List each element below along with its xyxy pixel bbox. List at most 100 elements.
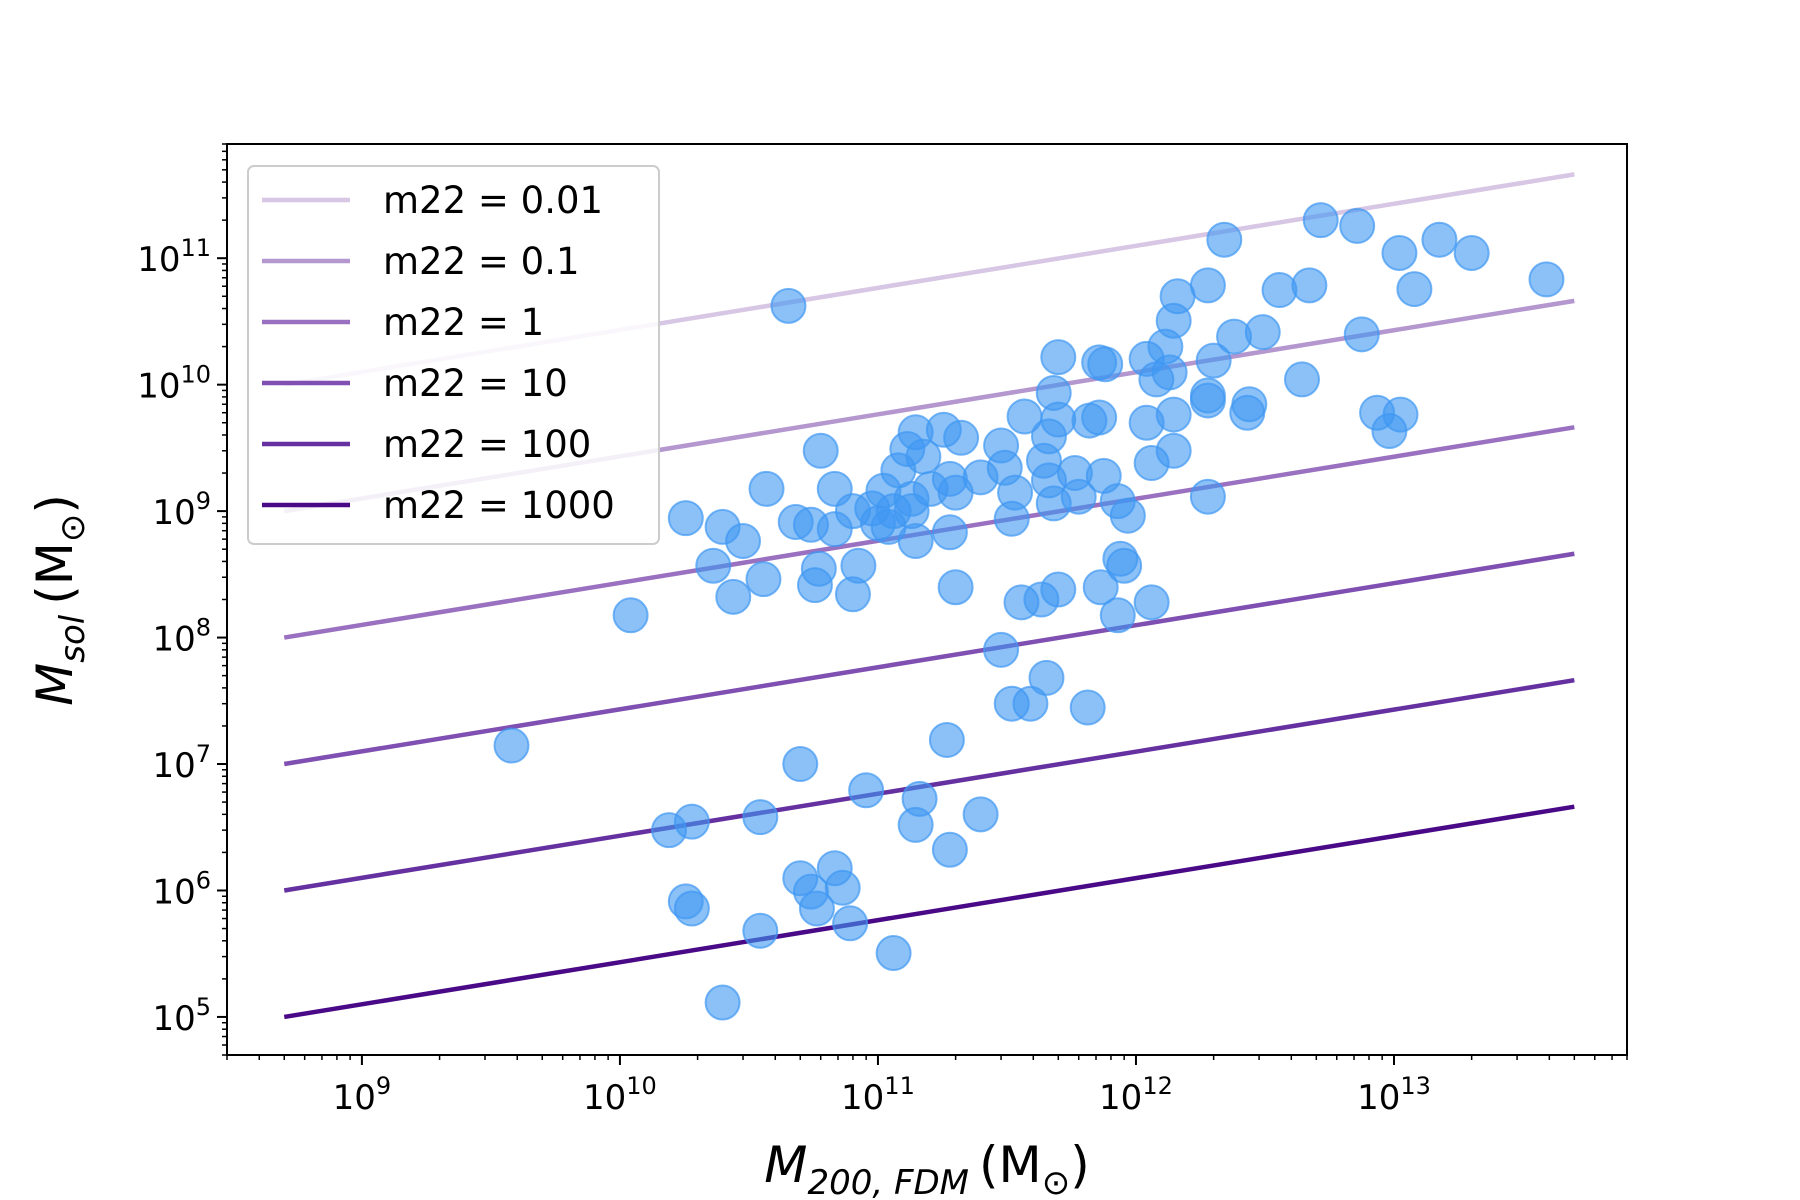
data-point <box>748 470 785 507</box>
data-point <box>1283 361 1320 398</box>
data-point <box>1006 398 1043 435</box>
legend-label: m22 = 100 <box>383 423 591 466</box>
legend-label: m22 = 10 <box>383 362 568 405</box>
data-point <box>796 567 833 604</box>
data-point <box>928 721 965 758</box>
data-point <box>1343 316 1380 353</box>
data-point <box>1229 394 1266 431</box>
x-tick-label-exp: 11 <box>884 1072 915 1100</box>
data-points <box>493 202 1565 1021</box>
plot-area <box>283 172 1575 1021</box>
legend-label: m22 = 1000 <box>383 484 615 527</box>
data-point <box>834 576 871 613</box>
y-tick-label-base: 10 <box>152 746 195 786</box>
data-point <box>1453 234 1490 271</box>
data-point <box>725 523 762 560</box>
data-point <box>612 597 649 634</box>
data-point <box>1082 569 1119 606</box>
data-point <box>1071 402 1108 439</box>
legend: m22 = 0.01 m22 = 0.1 m22 = 1 m22 = 10 m22 = … <box>247 165 660 545</box>
y-tick-label: 108 <box>152 614 211 660</box>
data-point <box>802 432 839 469</box>
y-tick-label-exp: 6 <box>196 866 211 894</box>
data-point <box>1012 685 1049 722</box>
data-point <box>715 578 752 615</box>
y-tick-label-base: 10 <box>152 620 195 660</box>
data-point <box>931 831 968 868</box>
x-tick-label-exp: 9 <box>376 1072 391 1100</box>
plot-frame <box>226 143 1628 1056</box>
data-point <box>931 514 968 551</box>
data-point <box>673 890 710 927</box>
data-point <box>742 799 779 836</box>
legend-label: m22 = 0.1 <box>383 240 580 283</box>
data-point <box>1528 261 1565 298</box>
y-tick-label: 109 <box>152 487 211 533</box>
legend-label: m22 = 0.01 <box>383 179 603 222</box>
y-tick-label: 106 <box>152 866 211 912</box>
data-point <box>1396 271 1433 308</box>
y-tick-label-base: 10 <box>152 493 195 533</box>
data-point <box>1206 221 1243 258</box>
y-tick-label-exp: 5 <box>196 993 211 1021</box>
data-point <box>1244 314 1281 351</box>
data-point <box>493 727 530 764</box>
x-axis-label-unit-symbol: ⊙ <box>1042 1163 1071 1200</box>
data-point <box>770 287 807 324</box>
y-axis-label: Msol (M⊙) <box>26 494 93 706</box>
y-tick-label: 1010 <box>137 361 211 407</box>
x-tick-label: 1011 <box>841 1072 915 1118</box>
data-point <box>897 806 934 843</box>
data-point <box>1003 584 1040 621</box>
data-point <box>1195 342 1232 379</box>
y-tick-label: 105 <box>152 993 211 1039</box>
y-axis-label-sub: sol <box>53 614 93 663</box>
data-point <box>1261 272 1298 309</box>
x-tick-label-base: 10 <box>583 1078 626 1118</box>
data-point <box>798 890 835 927</box>
x-tick-label-base: 10 <box>841 1078 884 1118</box>
x-tick-label-exp: 10 <box>626 1072 657 1100</box>
data-point <box>937 474 974 511</box>
data-point <box>816 511 853 548</box>
data-point <box>1189 267 1226 304</box>
y-tick-label-base: 10 <box>137 367 180 407</box>
data-point <box>832 905 869 942</box>
y-axis-label-main: M <box>26 663 84 706</box>
data-point <box>962 796 999 833</box>
y-tick-label-exp: 10 <box>180 361 211 389</box>
data-point <box>745 561 782 598</box>
y-tick-label-base: 10 <box>137 240 180 280</box>
legend-entries: m22 = 0.01 m22 = 0.1 m22 = 1 m22 = 10 m22 = … <box>262 179 615 527</box>
y-axis-label-unit-close: ) <box>26 494 84 514</box>
legend-label: m22 = 1 <box>383 301 544 344</box>
data-point <box>1069 689 1106 726</box>
data-point <box>1302 202 1339 239</box>
legend-box <box>247 165 660 545</box>
data-point <box>993 500 1030 537</box>
data-point <box>1189 377 1226 414</box>
y-axis-label-unit-open: (M <box>26 542 84 605</box>
data-point <box>1128 404 1165 441</box>
x-tick-label: 109 <box>333 1072 392 1118</box>
data-point <box>1028 659 1065 696</box>
data-point <box>704 984 741 1021</box>
data-point <box>1133 445 1170 482</box>
data-point <box>695 547 732 584</box>
x-tick-label-base: 10 <box>1099 1078 1142 1118</box>
x-tick-label-base: 10 <box>1357 1078 1400 1118</box>
x-tick-label-base: 10 <box>333 1078 376 1118</box>
x-tick-label-exp: 13 <box>1400 1072 1431 1100</box>
data-point <box>1106 547 1143 584</box>
data-point <box>875 935 912 972</box>
y-tick-label-exp: 11 <box>180 234 211 262</box>
data-point <box>1421 221 1458 258</box>
y-tick-label-exp: 7 <box>196 740 211 768</box>
y-tick-label: 1011 <box>137 234 211 280</box>
data-point <box>1339 207 1376 244</box>
data-point <box>1099 597 1136 634</box>
y-tick-label-base: 10 <box>152 872 195 912</box>
y-tick-label-base: 10 <box>152 999 195 1039</box>
data-point <box>742 912 779 949</box>
